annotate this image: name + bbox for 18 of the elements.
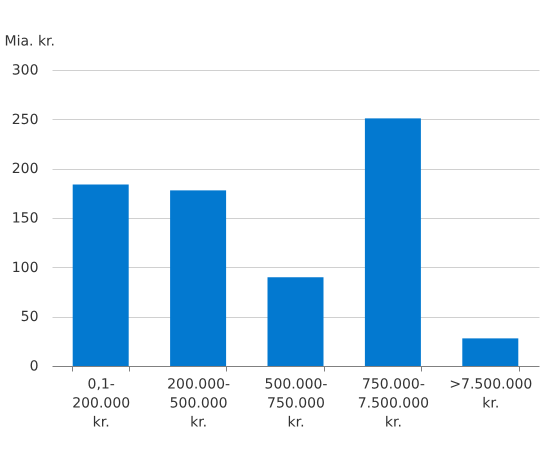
x-tick-label: 750.000-7.500.000 kr. bbox=[358, 376, 430, 430]
x-tick-label: 200.000-500.000 kr. bbox=[167, 376, 230, 430]
y-tick-label: 50 bbox=[20, 309, 38, 326]
x-tick-label: 0,1-200.000 kr. bbox=[72, 376, 130, 430]
bar bbox=[462, 338, 518, 366]
bar bbox=[268, 277, 324, 366]
bar bbox=[170, 190, 226, 366]
y-tick-label: 0 bbox=[30, 358, 38, 374]
y-tick-label: 150 bbox=[12, 210, 38, 226]
y-tick-label: 300 bbox=[12, 62, 38, 78]
x-tick-label: >7.500.000 kr. bbox=[449, 376, 532, 412]
y-tick-label: 250 bbox=[12, 112, 38, 128]
x-tick-label: 500.000-750.000 kr. bbox=[264, 376, 328, 430]
y-axis-title: Mia. kr. bbox=[4, 34, 55, 50]
y-tick-label: 100 bbox=[12, 260, 38, 276]
bar bbox=[364, 118, 421, 366]
bar bbox=[72, 184, 129, 366]
y-tick-label: 200 bbox=[12, 161, 38, 178]
